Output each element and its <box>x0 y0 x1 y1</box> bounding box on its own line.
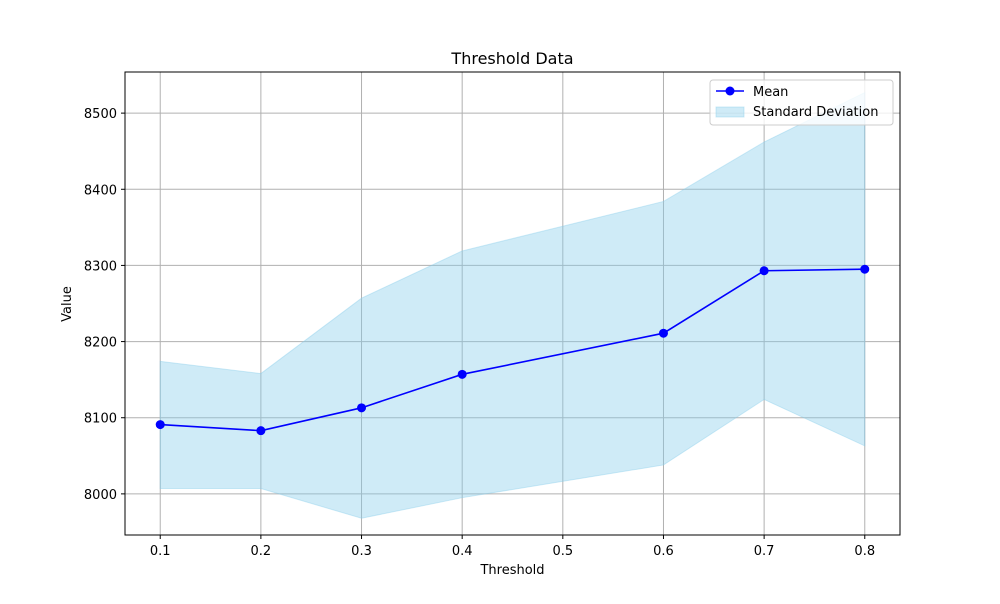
y-tick-label: 8300 <box>84 259 117 274</box>
std-deviation-band <box>159 91 866 519</box>
x-tick-label: 0.8 <box>854 544 875 559</box>
legend-mean-marker <box>725 86 735 96</box>
x-tick-label: 0.5 <box>552 544 573 559</box>
y-axis-label: Value <box>60 286 75 322</box>
mean-point <box>860 264 870 274</box>
x-tick-label: 0.7 <box>754 544 775 559</box>
mean-point <box>658 328 668 338</box>
x-tick-label: 0.3 <box>351 544 372 559</box>
legend-box <box>709 79 894 126</box>
chart-title: Threshold Data <box>450 49 573 68</box>
legend: Mean Standard Deviation <box>709 79 894 126</box>
mean-point <box>357 403 367 413</box>
y-tick-label: 8000 <box>84 488 117 503</box>
mean-point <box>155 420 165 430</box>
mean-line-layer <box>155 264 870 436</box>
x-axis-label: Threshold <box>479 563 544 578</box>
mean-point <box>457 369 467 379</box>
x-tick-label: 0.1 <box>150 544 171 559</box>
y-tick-label: 8100 <box>84 412 117 427</box>
x-tick-label: 0.4 <box>452 544 473 559</box>
legend-mean-label: Mean <box>753 85 788 100</box>
axes <box>121 71 901 539</box>
tick-labels: 0.1 0.2 0.3 0.4 0.5 0.6 0.7 0.8 8000 8100 8200 8300… <box>84 107 875 559</box>
legend-std-label: Standard Deviation <box>753 105 878 120</box>
legend-std-swatch <box>715 106 745 118</box>
x-tick-label: 0.6 <box>653 544 674 559</box>
y-tick-label: 8400 <box>84 183 117 198</box>
mean-point <box>759 266 769 276</box>
x-tick-label: 0.2 <box>251 544 272 559</box>
std-band-layer <box>159 91 866 519</box>
y-tick-label: 8200 <box>84 336 117 351</box>
mean-point <box>256 426 266 436</box>
plot-frame <box>124 71 901 536</box>
y-tick-label: 8500 <box>84 107 117 122</box>
